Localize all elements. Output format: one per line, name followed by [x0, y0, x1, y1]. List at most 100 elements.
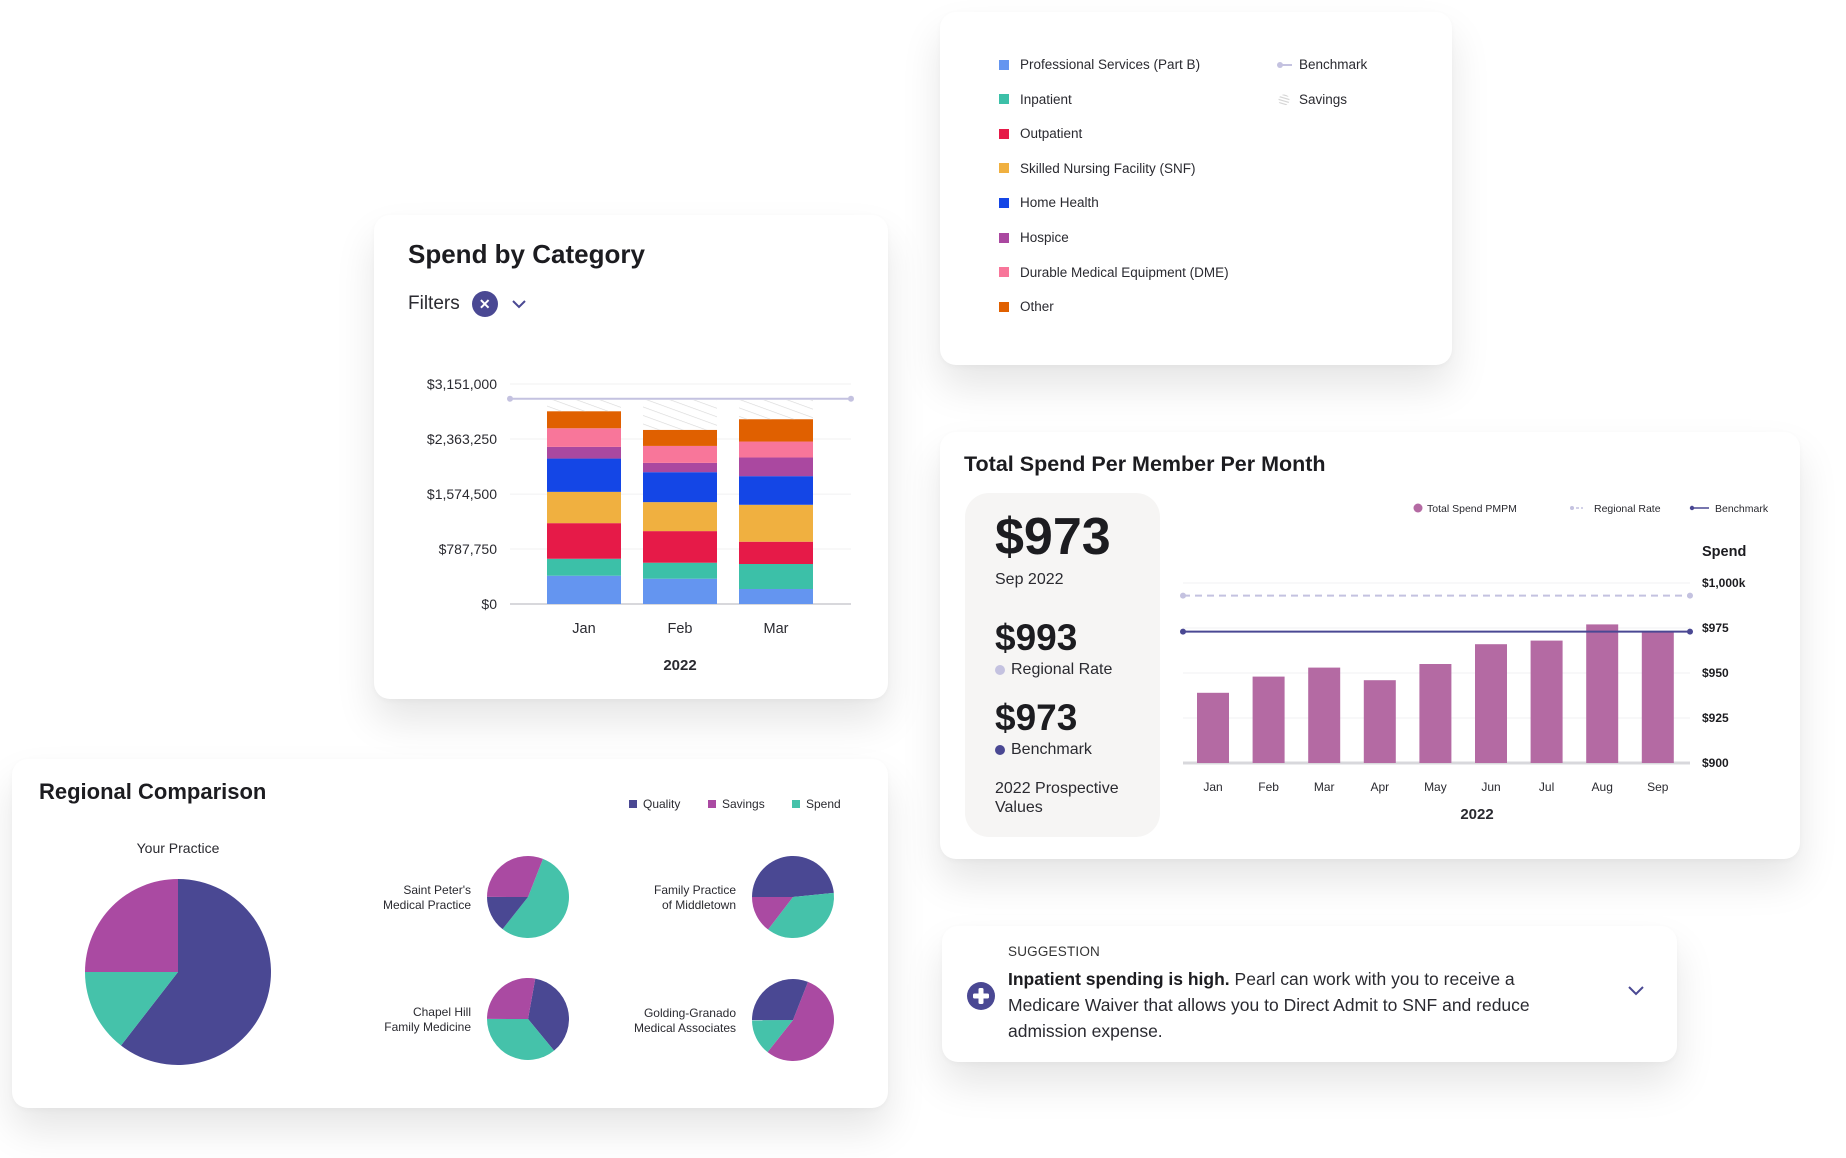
x-tick-label: Jan: [1203, 780, 1222, 794]
y-tick-label: $787,750: [439, 541, 498, 557]
legend-swatch-icon: [999, 232, 1009, 243]
legend-item[interactable]: Outpatient: [999, 126, 1082, 141]
pie-slice-quality: [752, 979, 808, 1021]
bar-segment: [547, 491, 621, 524]
pie-slice-savings: [487, 978, 536, 1019]
filters-label: Filters: [408, 293, 460, 314]
pie-slice-spend: [768, 892, 834, 938]
suggestion-body: Pearl can work with you to receive a Med…: [1008, 969, 1530, 1041]
bar-segment: [739, 419, 813, 442]
regional-rate-value: $993: [995, 617, 1078, 658]
x-tick-label: Jun: [1481, 780, 1500, 794]
plus-circle-icon: [967, 982, 995, 1010]
pmpm-bar: [1641, 631, 1674, 763]
chevron-down-icon: [1628, 986, 1644, 996]
chevron-down-icon: [512, 300, 526, 309]
y-tick-label: $1,574,500: [427, 486, 497, 502]
legend-dot-icon: [1413, 503, 1423, 513]
reference-point: [1180, 592, 1186, 599]
bar-segment: [643, 531, 717, 563]
current-pmpm-value: $973: [995, 508, 1111, 566]
pie-slice-quality: [120, 879, 272, 1065]
line-dot-icon: [1277, 61, 1292, 68]
x-axis-label: 2022: [1460, 806, 1493, 823]
pie-slice-quality: [487, 896, 528, 930]
pmpm-bar: [1363, 680, 1396, 763]
x-tick-label: Aug: [1592, 780, 1613, 794]
y-tick-label: $925: [1702, 711, 1729, 725]
pie-slice-spend: [85, 972, 178, 1046]
legend-label: Benchmark: [1299, 57, 1368, 72]
suggestion-card[interactable]: SUGGESTION Inpatient spending is high. P…: [942, 926, 1677, 1062]
bar-segment: [547, 458, 621, 492]
reference-point: [1180, 628, 1186, 635]
bar-segment: [547, 523, 621, 559]
spend-legend-card: Professional Services (Part B) Inpatient O…: [940, 12, 1452, 365]
pie-slice-quality: [528, 978, 570, 1051]
pie-slice-spend: [752, 1020, 793, 1053]
pmpm-bar: [1252, 676, 1285, 763]
pie-title: Chapel Hill: [413, 1005, 471, 1019]
pie-title: Family Practice: [654, 883, 736, 897]
legend-label: Durable Medical Equipment (DME): [1020, 264, 1229, 280]
benchmark-label-row: Benchmark: [995, 741, 1092, 759]
pie-title: Family Medicine: [384, 1020, 471, 1034]
benchmark-point: [507, 395, 513, 402]
legend-swatch-icon: [999, 94, 1009, 105]
legend-label: Home Health: [1020, 195, 1099, 211]
legend-swatch-icon: [629, 800, 637, 808]
x-axis-label: 2022: [663, 657, 696, 674]
legend-swatch-icon: [999, 128, 1009, 139]
y-tick-label: $1,000k: [1702, 576, 1746, 590]
bar-segment: [547, 575, 621, 604]
regional-rate-label-row: Regional Rate: [995, 661, 1112, 679]
legend-item[interactable]: Professional Services (Part B): [999, 57, 1200, 72]
legend-swatch-icon: [792, 800, 800, 808]
legend-label: Quality: [643, 797, 680, 811]
x-tick-label: Jan: [572, 621, 595, 637]
close-icon: ✕: [478, 295, 491, 312]
suggestion-text: Inpatient spending is high. Pearl can wo…: [1008, 966, 1568, 1044]
pmpm-bar: [1475, 644, 1507, 763]
bar-segment: [643, 429, 717, 446]
reference-point: [1687, 592, 1693, 599]
legend-item[interactable]: Skilled Nursing Facility (SNF): [999, 161, 1196, 176]
legend-label: Spend: [806, 797, 841, 811]
legend-swatch-icon: [999, 301, 1009, 312]
clear-filters-button[interactable]: ✕: [471, 291, 498, 317]
legend-item[interactable]: Inpatient: [999, 92, 1072, 107]
x-tick-label: Apr: [1370, 780, 1389, 794]
x-tick-label: Jul: [1539, 780, 1554, 794]
filters-control: Filters ✕: [408, 291, 528, 317]
x-tick-label: Feb: [1258, 780, 1279, 794]
pmpm-bar-chart: Total Spend PMPM Regional Rate Benchmark $…: [1180, 503, 1769, 823]
pmpm-bar: [1419, 664, 1452, 763]
legend-label: Savings: [1299, 92, 1348, 107]
bar-segment: [547, 558, 621, 576]
legend-label: Skilled Nursing Facility (SNF): [1020, 160, 1196, 176]
legend-item[interactable]: Hospice: [999, 230, 1069, 245]
legend-item[interactable]: Other: [999, 299, 1054, 314]
benchmark-point: [848, 395, 854, 402]
filters-dropdown-button[interactable]: [510, 295, 528, 313]
legend-item[interactable]: Durable Medical Equipment (DME): [999, 265, 1229, 280]
legend-item[interactable]: Home Health: [999, 195, 1099, 210]
legend-label: Outpatient: [1020, 126, 1083, 142]
legend-swatch-icon: [999, 59, 1009, 70]
legend-item-savings[interactable]: Savings: [1277, 92, 1347, 107]
regional-rate-label: Regional Rate: [1011, 661, 1113, 678]
x-tick-label: Mar: [764, 621, 789, 637]
card-title: Total Spend Per Member Per Month: [964, 452, 1326, 476]
y-tick-label: $0: [481, 596, 497, 612]
bar-segment: [547, 411, 621, 429]
legend-label: Inpatient: [1020, 91, 1072, 107]
pie-slice-savings: [767, 981, 834, 1061]
pmpm-bar: [1586, 624, 1619, 763]
expand-suggestion-button[interactable]: [1627, 984, 1645, 1002]
legend-item-benchmark[interactable]: Benchmark: [1277, 57, 1367, 72]
bar-segment: [643, 578, 717, 604]
y-axis-label: Spend: [1702, 544, 1746, 560]
pmpm-bar: [1530, 640, 1563, 763]
